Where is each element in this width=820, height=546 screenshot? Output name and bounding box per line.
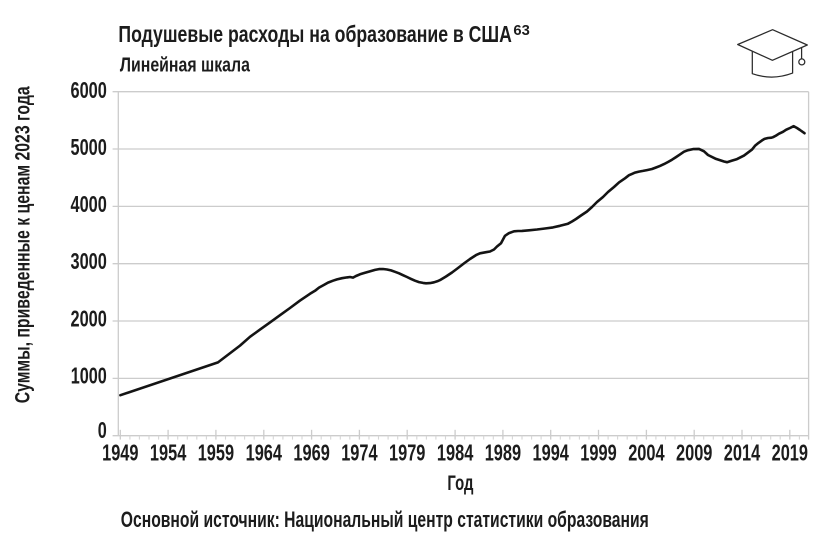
svg-text:1959: 1959 <box>198 439 234 465</box>
svg-text:Год: Год <box>447 472 473 495</box>
svg-text:1969: 1969 <box>293 439 329 465</box>
svg-text:1000: 1000 <box>71 362 107 388</box>
svg-text:Суммы, приведенные к ценам 202: Суммы, приведенные к ценам 2023 года <box>11 86 35 404</box>
svg-text:1989: 1989 <box>485 439 521 465</box>
svg-text:2000: 2000 <box>71 305 107 331</box>
svg-text:1964: 1964 <box>246 439 283 465</box>
svg-text:4000: 4000 <box>71 191 107 217</box>
svg-text:Подушевые расходы на образован: Подушевые расходы на образование в США <box>118 21 512 47</box>
svg-text:1984: 1984 <box>437 439 474 465</box>
svg-text:2009: 2009 <box>676 439 712 465</box>
svg-text:63: 63 <box>513 22 529 39</box>
svg-text:5000: 5000 <box>71 134 107 160</box>
svg-text:1974: 1974 <box>341 439 378 465</box>
svg-text:1994: 1994 <box>533 439 570 465</box>
svg-text:Основной источник: Национальны: Основной источник: Национальный центр ст… <box>121 507 649 532</box>
svg-text:Линейная шкала: Линейная шкала <box>120 54 251 76</box>
svg-text:1954: 1954 <box>150 439 187 465</box>
svg-text:1979: 1979 <box>389 439 425 465</box>
svg-text:2014: 2014 <box>724 439 761 465</box>
svg-text:3000: 3000 <box>71 248 107 274</box>
svg-text:1949: 1949 <box>102 439 138 465</box>
svg-text:1999: 1999 <box>580 439 616 465</box>
svg-text:2004: 2004 <box>628 439 665 465</box>
svg-text:2019: 2019 <box>772 439 808 465</box>
svg-text:6000: 6000 <box>71 77 107 103</box>
svg-text:0: 0 <box>98 417 107 443</box>
